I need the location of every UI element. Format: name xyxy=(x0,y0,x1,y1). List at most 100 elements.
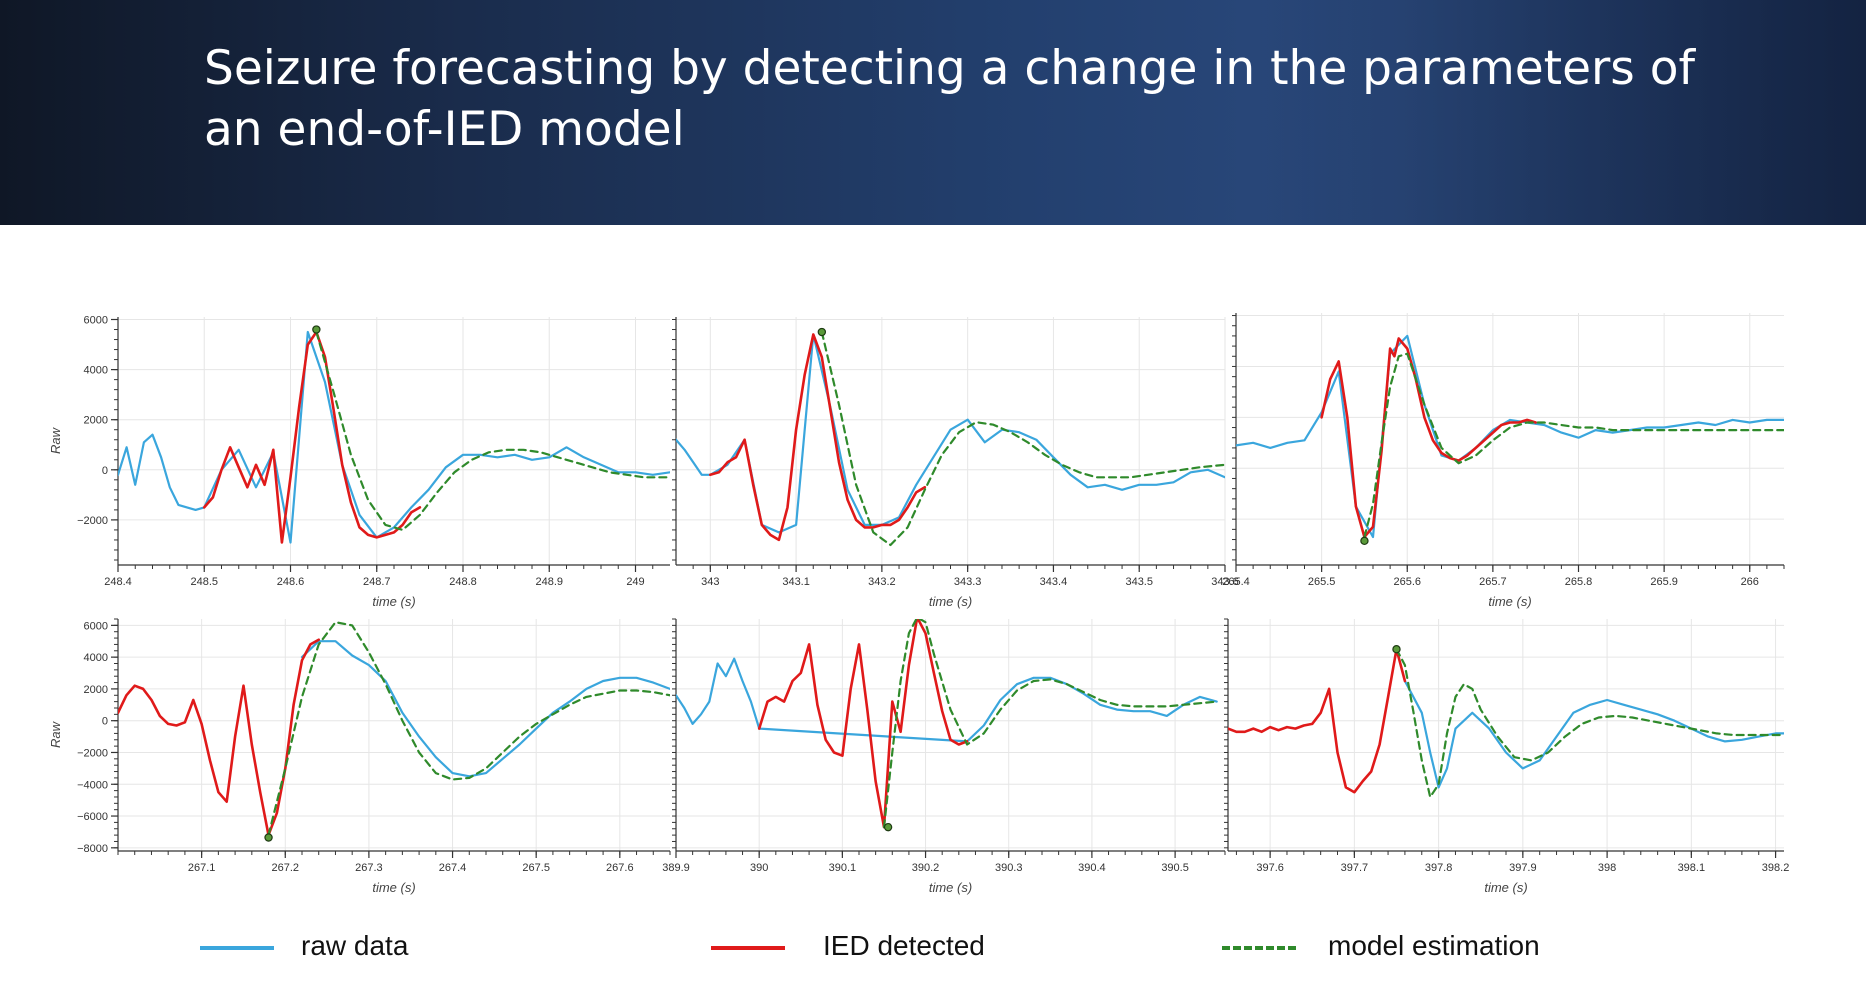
series-raw-line xyxy=(300,640,670,778)
x-tick-label: 343.1 xyxy=(782,576,810,588)
slide-header: Seizure forecasting by detecting a chang… xyxy=(0,0,1866,225)
x-tick-label: 249 xyxy=(626,576,644,588)
legend-swatch-ied xyxy=(711,946,785,950)
series-ied-line xyxy=(202,330,422,544)
series-model-line xyxy=(1395,648,1784,799)
y-tick-label: 6000 xyxy=(84,315,108,327)
chart-panel-1: 248.4 248.5 248.6 248.7 248.8 248.9 249 −2000 0 2… xyxy=(48,315,670,609)
chart-panel-5: 389.9 390 390.1 390.2 390.3 390.4 390.5 time (s… xyxy=(662,618,1226,895)
series-raw-line xyxy=(676,333,1225,534)
x-tick-label: 248.9 xyxy=(535,576,563,588)
chart-panel-6: 397.6 397.7 397.8 397.9 398 398.1 398.2 time (s… xyxy=(1224,618,1790,895)
y-tick-label: 6000 xyxy=(84,620,108,632)
legend-swatch-raw xyxy=(200,946,274,950)
x-tick-label: 398.1 xyxy=(1678,862,1706,874)
peak-marker xyxy=(1392,644,1401,654)
legend-label-model: model estimation xyxy=(1328,930,1540,961)
y-tick-label: −6000 xyxy=(77,811,108,823)
legend-item-ied: IED detected xyxy=(711,928,1011,968)
y-tick-label: 2000 xyxy=(84,415,108,427)
y-tick-label: −2000 xyxy=(77,747,108,759)
series-model-line xyxy=(882,619,1218,829)
x-tick-label: 390.4 xyxy=(1078,862,1106,874)
x-tick-label: 248.7 xyxy=(363,576,391,588)
x-tick-label: 267.1 xyxy=(188,862,216,874)
legend-label-raw: raw data xyxy=(301,930,409,961)
chart-panel-2: 343 343.1 343.2 343.3 343.4 343.5 343.6 time (s… xyxy=(672,317,1239,609)
series-ied-line xyxy=(1228,647,1407,794)
x-tick-label: 389.9 xyxy=(662,862,690,874)
legend-swatch-model xyxy=(1222,946,1296,950)
y-tick-label: −8000 xyxy=(77,843,108,855)
chart-panel-4: 267.1 267.2 267.3 267.4 267.5 267.6 −8000 −6000… xyxy=(48,618,671,895)
series-raw-line xyxy=(676,657,1218,743)
x-tick-label: 265.6 xyxy=(1393,576,1421,588)
x-tick-label: 265.8 xyxy=(1565,576,1593,588)
y-tick-label: 4000 xyxy=(84,365,108,377)
y-tick-label: 0 xyxy=(102,465,108,477)
x-tick-label: 397.7 xyxy=(1341,862,1369,874)
x-axis-label: time (s) xyxy=(929,594,972,609)
x-tick-label: 265.9 xyxy=(1650,576,1678,588)
series-model-line xyxy=(820,330,1225,547)
series-ied-line xyxy=(118,638,321,837)
x-tick-label: 248.8 xyxy=(449,576,477,588)
y-axis-label: Raw xyxy=(48,426,63,454)
peak-marker xyxy=(883,822,893,832)
x-tick-label: 267.2 xyxy=(272,862,300,874)
chart-panel-3: 265.4 265.5 265.6 265.7 265.8 265.9 266 time (s… xyxy=(1222,313,1785,609)
x-tick-label: 248.6 xyxy=(277,576,305,588)
x-tick-label: 266 xyxy=(1741,576,1759,588)
x-axis-label: time (s) xyxy=(929,880,972,895)
y-tick-label: −2000 xyxy=(77,515,108,527)
x-tick-label: 343.3 xyxy=(954,576,982,588)
x-tick-label: 265.7 xyxy=(1479,576,1507,588)
x-tick-label: 343.2 xyxy=(868,576,896,588)
x-tick-label: 343.5 xyxy=(1125,576,1153,588)
series-model-line xyxy=(315,330,670,532)
slide-title: Seizure forecasting by detecting a chang… xyxy=(204,41,1696,157)
x-axis-label: time (s) xyxy=(372,594,415,609)
y-axis-label: Raw xyxy=(48,720,63,748)
y-tick-label: −4000 xyxy=(77,779,108,791)
y-tick-label: 4000 xyxy=(84,652,108,664)
legend-label-ied: IED detected xyxy=(823,930,985,961)
series-raw-line xyxy=(118,330,670,544)
legend-item-model: model estimation xyxy=(1222,928,1602,968)
x-tick-label: 267.4 xyxy=(439,862,467,874)
x-tick-label: 265.5 xyxy=(1308,576,1336,588)
x-tick-label: 390 xyxy=(750,862,768,874)
x-tick-label: 267.5 xyxy=(522,862,550,874)
x-tick-label: 267.6 xyxy=(606,862,634,874)
x-tick-label: 390.1 xyxy=(829,862,857,874)
x-tick-label: 343 xyxy=(701,576,719,588)
x-tick-label: 390.5 xyxy=(1161,862,1189,874)
peak-marker xyxy=(312,325,321,334)
x-axis-label: time (s) xyxy=(1488,594,1531,609)
x-tick-label: 397.9 xyxy=(1509,862,1537,874)
x-tick-label: 267.3 xyxy=(355,862,383,874)
series-raw-line xyxy=(1236,334,1784,539)
x-tick-label: 248.5 xyxy=(190,576,218,588)
peak-marker xyxy=(817,327,827,337)
x-tick-label: 398.2 xyxy=(1762,862,1790,874)
x-tick-label: 390.3 xyxy=(995,862,1023,874)
x-tick-label: 397.8 xyxy=(1425,862,1453,874)
x-tick-label: 343.6 xyxy=(1211,576,1239,588)
x-axis-label: time (s) xyxy=(372,880,415,895)
x-axis-label: time (s) xyxy=(1484,880,1527,895)
series-ied-line xyxy=(708,333,927,542)
peak-marker xyxy=(264,833,273,842)
x-tick-label: 343.4 xyxy=(1040,576,1068,588)
y-tick-label: 2000 xyxy=(84,684,108,696)
y-tick-label: 0 xyxy=(102,716,108,728)
series-ied-line xyxy=(757,619,969,829)
x-tick-label: 397.6 xyxy=(1256,862,1284,874)
series-model-line xyxy=(267,621,670,837)
series-ied-line xyxy=(1320,337,1537,539)
series-model-line xyxy=(1363,352,1784,539)
header-panel xyxy=(1253,0,1866,225)
series-raw-line xyxy=(1403,679,1784,789)
x-tick-label: 265.4 xyxy=(1222,576,1250,588)
